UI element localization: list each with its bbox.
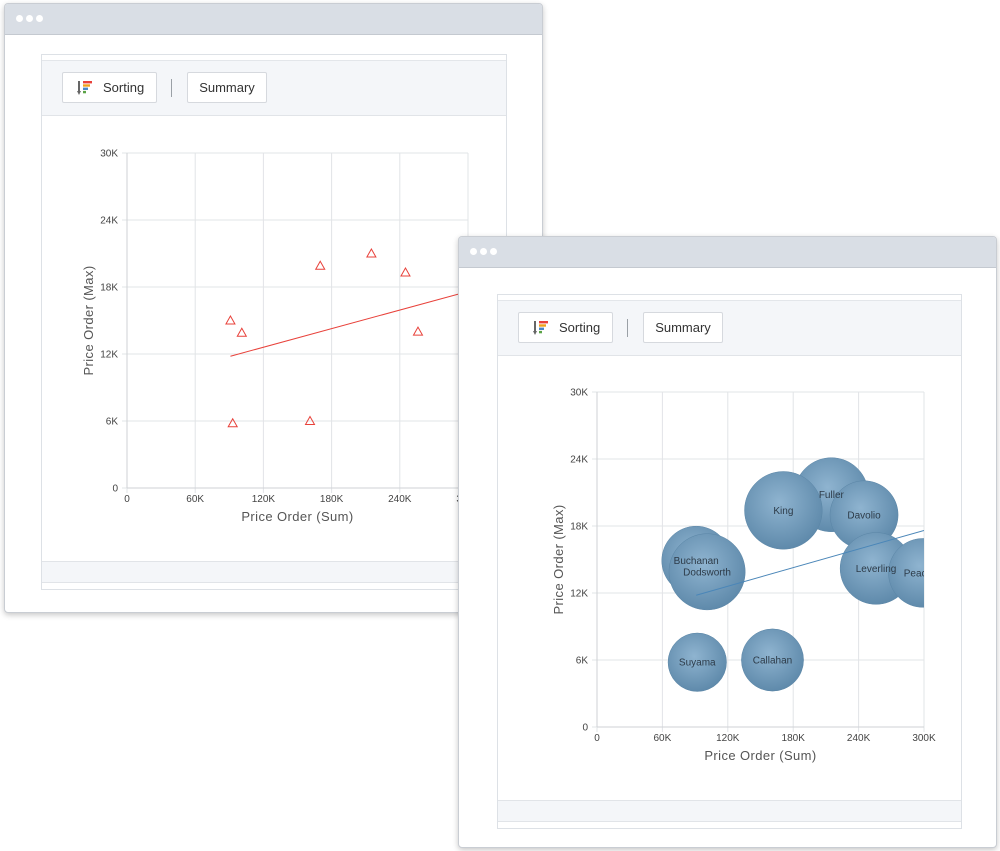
y-tick-label: 30K	[100, 149, 118, 160]
summary-label: Summary	[655, 320, 711, 335]
bubble-label: Suyama	[679, 658, 716, 669]
summary-button[interactable]: Summary	[187, 72, 267, 103]
x-tick-label: 180K	[782, 733, 806, 744]
sorting-label: Sorting	[103, 80, 145, 95]
x-axis-title: Price Order (Sum)	[241, 509, 353, 524]
bubble-label: Davolio	[847, 510, 881, 521]
x-tick-label: 120K	[252, 494, 276, 505]
y-tick-label: 18K	[570, 522, 588, 533]
window-dot-icon[interactable]	[16, 15, 23, 22]
bubble	[741, 628, 804, 692]
y-tick-label: 6K	[576, 656, 589, 667]
sort-icon	[533, 321, 548, 335]
window-bubble-chart: Sorting Summary 0 60K 120K 180K 240K 300K 0 6K 1…	[458, 236, 997, 848]
panel-top-border	[42, 55, 506, 61]
summary-button[interactable]: Summary	[643, 312, 723, 343]
data-point-triangle	[314, 260, 326, 270]
x-tick-label: 240K	[388, 494, 412, 505]
sorting-button[interactable]: Sorting	[62, 72, 157, 103]
y-tick-label: 0	[112, 484, 118, 495]
bubble	[888, 538, 924, 608]
window-dot-icon[interactable]	[490, 248, 497, 255]
plot-area	[225, 247, 468, 428]
bubble-label: Callahan	[753, 656, 792, 667]
chart-toolbar: Sorting Summary	[42, 61, 506, 116]
x-tick-label: 240K	[847, 733, 871, 744]
x-tick-label: 60K	[654, 733, 672, 744]
x-tick-label: 180K	[320, 494, 344, 505]
trendline	[230, 290, 468, 357]
data-point-triangle	[412, 326, 424, 336]
toolbar-separator	[171, 79, 172, 97]
bubble	[667, 632, 727, 692]
data-point-triangle	[227, 417, 239, 428]
window-titlebar	[459, 237, 996, 268]
bubble	[668, 533, 746, 611]
chart-toolbar: Sorting Summary	[498, 301, 961, 356]
chart-footer-bar	[498, 800, 961, 822]
window-scatter-chart: Sorting Summary 060K120K180K240K300K06K1…	[4, 3, 543, 613]
y-tick-label: 24K	[570, 455, 588, 466]
window-dot-icon[interactable]	[480, 248, 487, 255]
x-tick-label: 60K	[186, 494, 204, 505]
sorting-button[interactable]: Sorting	[518, 312, 613, 343]
bubble-label: Peacock	[904, 568, 943, 579]
sort-icon	[77, 81, 92, 95]
window-controls[interactable]	[16, 15, 46, 23]
data-point-triangle	[366, 247, 377, 258]
y-tick-label: 12K	[570, 589, 588, 600]
data-point-triangle	[400, 266, 411, 277]
data-point-triangle	[304, 415, 316, 425]
y-axis-title: Price Order (Max)	[551, 504, 566, 614]
bubble-label: King	[773, 506, 793, 517]
y-tick-label: 24K	[100, 216, 118, 227]
bubble-chart: 0 60K 120K 180K 240K 300K 0 6K 12K 18K 24K 30K Price…	[551, 388, 943, 764]
bubble-label: Leverling	[856, 564, 897, 575]
window-dot-icon[interactable]	[36, 15, 43, 22]
window-titlebar	[5, 4, 542, 35]
y-tick-label: 18K	[100, 283, 118, 294]
x-tick-label: 0	[124, 494, 130, 505]
window-dot-icon[interactable]	[26, 15, 33, 22]
pivot-chart-panel: Sorting Summary 060K120K180K240K300K06K1…	[41, 54, 507, 590]
x-tick-label: 0	[594, 733, 600, 744]
window-dot-icon[interactable]	[470, 248, 477, 255]
chart-footer-bar	[42, 561, 506, 583]
bubble-label: Buchanan	[674, 556, 719, 567]
y-tick-label: 12K	[100, 350, 118, 361]
window-controls[interactable]	[470, 248, 500, 256]
x-axis-title: Price Order (Sum)	[704, 748, 816, 763]
y-axis-title: Price Order (Max)	[81, 265, 96, 375]
x-tick-label: 120K	[716, 733, 740, 744]
panel-top-border	[498, 295, 961, 301]
toolbar-separator	[627, 319, 628, 337]
data-point-triangle	[225, 314, 236, 325]
summary-label: Summary	[199, 80, 255, 95]
bubble-label: Dodsworth	[683, 567, 731, 578]
trendline	[696, 529, 924, 596]
y-tick-label: 30K	[570, 388, 588, 399]
scatter-chart: 060K120K180K240K300K06K12K18K24K30KPrice…	[81, 149, 480, 525]
data-point-triangle	[236, 327, 248, 337]
pivot-chart-panel: Sorting Summary 0 60K 120K 180K 240K 300K 0 6K 1…	[497, 294, 962, 829]
x-tick-label: 300K	[912, 733, 936, 744]
sorting-label: Sorting	[559, 320, 601, 335]
bubble-label: Fuller	[819, 490, 845, 501]
y-tick-label: 0	[582, 723, 588, 734]
y-tick-label: 6K	[106, 417, 119, 428]
bubble	[744, 471, 823, 550]
